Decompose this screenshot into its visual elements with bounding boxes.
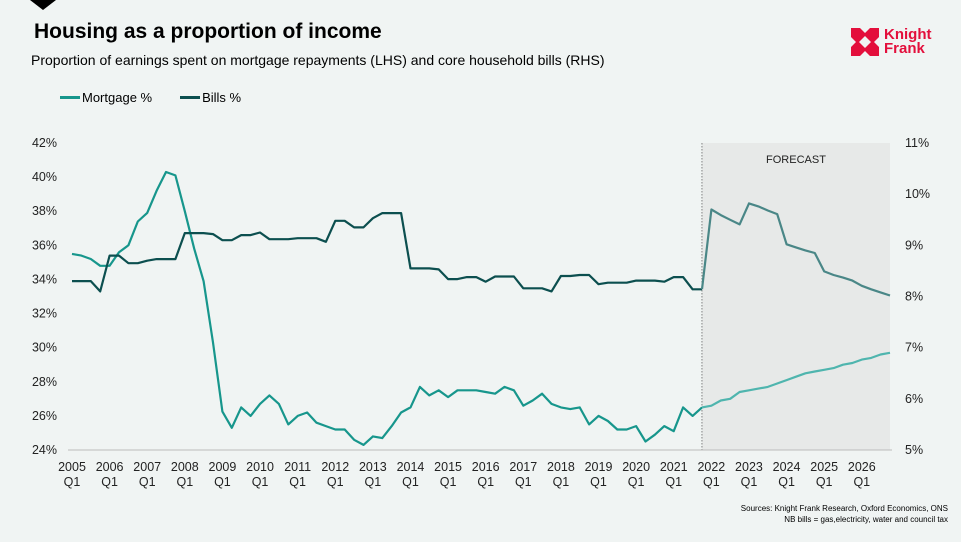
corner-marker [30, 0, 56, 10]
legend-swatch-mortgage [60, 96, 80, 99]
right-axis-tick-label: 8% [905, 290, 923, 304]
knight-frank-logo: Knight Frank [851, 26, 932, 57]
x-axis-quarter-label: Q1 [816, 475, 833, 489]
x-axis-year-label: 2011 [284, 460, 311, 474]
x-axis-quarter-label: Q1 [515, 475, 532, 489]
x-axis-quarter-label: Q1 [214, 475, 231, 489]
x-axis-year-label: 2022 [697, 460, 725, 474]
x-axis-year-label: 2023 [735, 460, 763, 474]
legend: Mortgage % Bills % [60, 90, 241, 105]
left-axis-tick-label: 26% [32, 409, 57, 423]
x-axis-year-label: 2013 [359, 460, 387, 474]
x-axis-year-label: 2006 [96, 460, 124, 474]
right-axis-tick-label: 5% [905, 443, 923, 457]
x-axis-quarter-label: Q1 [477, 475, 494, 489]
left-axis-tick-label: 24% [32, 443, 57, 457]
x-axis-quarter-label: Q1 [703, 475, 720, 489]
legend-label-bills: Bills % [202, 90, 242, 105]
logo-text-line1: Knight [884, 26, 932, 43]
x-axis-year-label: 2019 [585, 460, 613, 474]
sources-text: Sources: Knight Frank Research, Oxford E… [740, 504, 948, 513]
x-axis-quarter-label: Q1 [628, 475, 645, 489]
right-axis-tick-label: 9% [905, 238, 923, 252]
right-axis-tick-label: 11% [905, 136, 929, 150]
x-axis-quarter-label: Q1 [252, 475, 269, 489]
x-axis-quarter-label: Q1 [327, 475, 344, 489]
x-axis-quarter-label: Q1 [440, 475, 457, 489]
x-axis-year-label: 2026 [848, 460, 876, 474]
x-axis-year-label: 2017 [509, 460, 537, 474]
x-axis-quarter-label: Q1 [853, 475, 870, 489]
x-axis-quarter-label: Q1 [741, 475, 758, 489]
sources-note: Sources: Knight Frank Research, Oxford E… [741, 503, 948, 525]
right-axis-tick-label: 10% [905, 187, 930, 201]
left-axis-tick-label: 32% [32, 307, 57, 321]
series-forecast-line-bills [700, 202, 891, 297]
x-axis-year-label: 2015 [434, 460, 462, 474]
x-axis-year-label: 2014 [397, 460, 425, 474]
legend-label-mortgage: Mortgage % [82, 90, 153, 105]
left-axis-tick-label: 36% [32, 238, 57, 252]
x-axis-quarter-label: Q1 [778, 475, 795, 489]
x-axis-year-label: 2018 [547, 460, 575, 474]
x-axis-quarter-label: Q1 [402, 475, 419, 489]
x-axis-quarter-label: Q1 [553, 475, 570, 489]
x-axis-quarter-label: Q1 [665, 475, 682, 489]
series-line-bills [72, 212, 702, 293]
chart-subtitle: Proportion of earnings spent on mortgage… [31, 52, 605, 68]
x-axis-year-label: 2007 [133, 460, 161, 474]
logo-text-line2: Frank [884, 40, 925, 57]
x-axis-year-label: 2012 [321, 460, 349, 474]
x-axis-quarter-label: Q1 [590, 475, 607, 489]
x-axis-year-label: 2016 [472, 460, 500, 474]
legend-swatch-bills [180, 96, 201, 99]
left-axis-tick-label: 30% [32, 341, 57, 355]
logo-mark-icon [851, 28, 879, 56]
x-axis-quarter-label: Q1 [101, 475, 118, 489]
series-line-mortgage [71, 170, 703, 446]
chart-title: Housing as a proportion of income [34, 20, 382, 43]
x-axis-year-label: 2024 [773, 460, 801, 474]
logo-text: Knight Frank [884, 26, 932, 57]
legend-item-bills: Bills % [180, 90, 241, 105]
x-axis-year-label: 2010 [246, 460, 274, 474]
left-axis-tick-label: 28% [32, 375, 57, 389]
x-axis-quarter-label: Q1 [365, 475, 382, 489]
x-axis-year-label: 2025 [810, 460, 838, 474]
right-axis-tick-label: 7% [905, 341, 923, 355]
x-axis-year-label: 2009 [209, 460, 237, 474]
right-axis-tick-label: 6% [905, 392, 923, 406]
legend-item-mortgage: Mortgage % [60, 90, 152, 105]
x-axis-quarter-label: Q1 [64, 475, 81, 489]
x-axis-year-label: 2005 [58, 460, 86, 474]
x-axis-quarter-label: Q1 [176, 475, 193, 489]
left-axis-tick-label: 34% [32, 272, 57, 286]
bills-note-text: NB bills = gas,electricity, water and co… [784, 515, 948, 524]
left-axis-tick-label: 40% [32, 170, 57, 184]
x-axis-year-label: 2020 [622, 460, 650, 474]
left-axis-tick-label: 38% [32, 204, 57, 218]
forecast-label: FORECAST [766, 154, 826, 166]
left-axis-tick-label: 42% [32, 136, 57, 150]
x-axis-quarter-label: Q1 [139, 475, 156, 489]
x-axis-year-label: 2021 [660, 460, 688, 474]
x-axis-year-label: 2008 [171, 460, 199, 474]
forecast-region [701, 143, 890, 450]
x-axis-quarter-label: Q1 [289, 475, 306, 489]
series-forecast-line-mortgage [701, 351, 891, 409]
